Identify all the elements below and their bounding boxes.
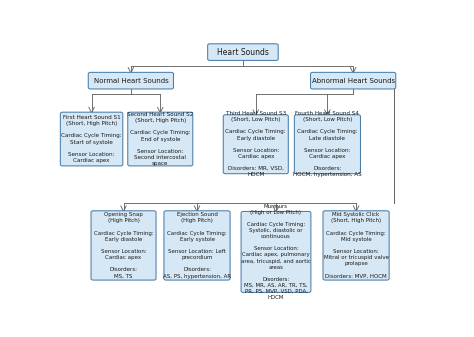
Text: Ejection Sound
(High Pitch)

Cardiac Cycle Timing:
Early systole

Sensor Locatio: Ejection Sound (High Pitch) Cardiac Cycl…: [163, 212, 231, 279]
Text: Abnormal Heart Sounds: Abnormal Heart Sounds: [311, 78, 395, 84]
FancyBboxPatch shape: [323, 211, 389, 280]
Text: Second Heart Sound S2
(Short, High Pitch)

Cardiac Cycle Timing:
End of systole
: Second Heart Sound S2 (Short, High Pitch…: [127, 112, 193, 166]
FancyBboxPatch shape: [91, 211, 156, 280]
FancyBboxPatch shape: [223, 115, 288, 174]
Text: Murmurs
(High or Low Pitch)

Cardiac Cycle Timing:
Systolic, diastolic or
contin: Murmurs (High or Low Pitch) Cardiac Cycl…: [241, 204, 311, 300]
Text: Normal Heart Sounds: Normal Heart Sounds: [93, 78, 168, 84]
Text: Third Heart Sound S3
(Short, Low Pitch)

Cardiac Cycle Timing:
Early diastole

S: Third Heart Sound S3 (Short, Low Pitch) …: [226, 111, 286, 177]
FancyBboxPatch shape: [294, 115, 360, 174]
FancyBboxPatch shape: [88, 72, 173, 89]
FancyBboxPatch shape: [241, 211, 311, 293]
Text: First Heart Sound S1
(Short, High Pitch)

Cardiac Cycle Timing:
Start of systole: First Heart Sound S1 (Short, High Pitch)…: [61, 115, 122, 163]
Text: Heart Sounds: Heart Sounds: [217, 48, 269, 57]
Text: Opening Snap
(High Pitch)

Cardiac Cycle Timing:
Early diastole

Sensor Location: Opening Snap (High Pitch) Cardiac Cycle …: [94, 212, 154, 279]
FancyBboxPatch shape: [310, 72, 396, 89]
Text: Fourth Heart Sound S4
(Short, Low Pitch)

Cardiac Cycle Timing:
Late diastole

S: Fourth Heart Sound S4 (Short, Low Pitch)…: [293, 111, 362, 177]
FancyBboxPatch shape: [164, 211, 230, 280]
FancyBboxPatch shape: [128, 112, 193, 166]
FancyBboxPatch shape: [60, 112, 123, 166]
Text: Mid Systolic Click
(Short, High Pitch)

Cardiac Cycle Timing:
Mid systole

Senso: Mid Systolic Click (Short, High Pitch) C…: [324, 212, 389, 279]
FancyBboxPatch shape: [208, 44, 278, 60]
